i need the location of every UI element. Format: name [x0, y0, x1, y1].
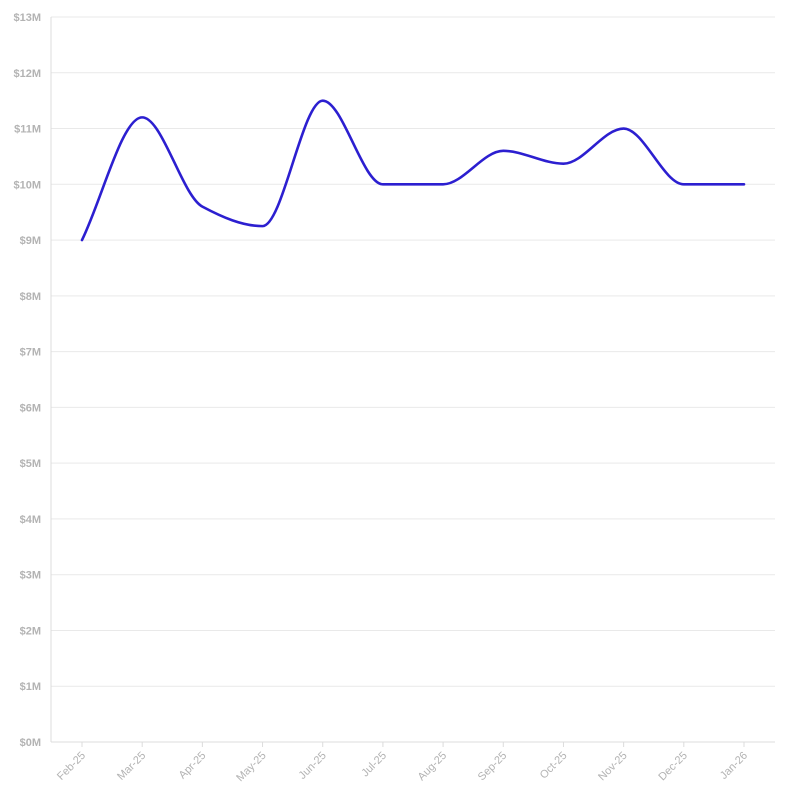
y-tick-label: $9M	[20, 235, 41, 247]
axes	[50, 17, 775, 747]
x-tick-label: Oct-25	[538, 750, 570, 782]
y-tick-label: $10M	[13, 179, 41, 191]
grid-lines	[51, 16, 775, 687]
series-line	[80, 99, 746, 242]
y-tick-label: $5M	[20, 458, 41, 470]
x-tick-label: Sep-25	[476, 750, 510, 784]
x-tick-label: Jun-25	[297, 750, 329, 782]
x-tick-label: Mar-25	[115, 750, 148, 783]
x-tick-label: Jan-26	[718, 750, 750, 782]
y-tick-label: $7M	[20, 347, 41, 359]
y-axis-tick-labels: $0M $1M $2M $3M $4M $5M $6M $7M $8M $9M $10M $11M $1…	[13, 12, 41, 749]
series-layer	[80, 99, 746, 242]
x-tick-label: Nov-25	[596, 750, 630, 784]
y-tick-label: $6M	[20, 402, 41, 414]
y-tick-label: $1M	[20, 681, 41, 693]
x-tick-label: May-25	[234, 750, 268, 784]
x-tick-label: Dec-25	[656, 750, 690, 784]
y-tick-label: $12M	[13, 68, 41, 80]
x-tick-label: Jul-25	[359, 750, 389, 780]
x-axis-tick-labels: Feb-25 Mar-25 Apr-25 May-25 Jun-25 Jul-25 Aug-…	[55, 750, 750, 784]
y-tick-label: $8M	[20, 291, 41, 303]
y-tick-label: $2M	[20, 625, 41, 637]
y-tick-label: $13M	[13, 12, 41, 24]
y-tick-label: $11M	[14, 124, 41, 136]
x-tick-label: Feb-25	[55, 750, 88, 783]
y-tick-label: $0M	[20, 737, 41, 749]
y-tick-label: $3M	[20, 570, 41, 582]
x-tick-label: Aug-25	[416, 750, 450, 784]
y-tick-label: $4M	[20, 514, 41, 526]
x-tick-label: Apr-25	[177, 750, 209, 782]
